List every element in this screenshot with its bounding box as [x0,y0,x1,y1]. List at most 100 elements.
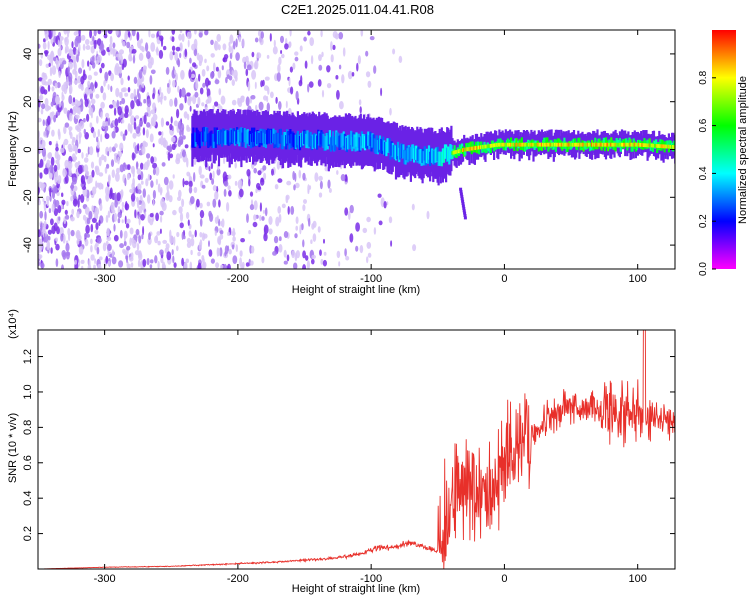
spectral-noise-point [213,62,216,72]
spectral-noise-point [330,41,333,51]
spectral-noise-point [319,180,323,190]
spectral-noise-point [349,204,354,214]
snr-line-chart [37,329,676,570]
spectral-noise-point [161,264,167,269]
spectral-noise-point [49,66,53,77]
spectral-noise-point [160,92,164,100]
spectral-noise-point [95,180,98,189]
spectral-noise-point [74,259,77,265]
spectral-noise-point [131,152,135,161]
spectral-noise-point [115,87,120,98]
spectral-noise-point [51,225,56,235]
spectral-noise-point [348,211,351,220]
spectral-noise-point [136,242,140,251]
spectral-noise-point [202,82,206,88]
spectral-noise-point [299,45,303,52]
spectral-noise-point [71,41,74,49]
spectral-noise-point [132,168,135,179]
colorbar-label: Normalized spectral amplitude [737,76,749,224]
spectral-noise-point [210,71,215,80]
spectral-noise-point [58,216,61,221]
spectral-noise-point [289,66,293,73]
spectral-noise-point [167,151,171,161]
spectral-noise-point [126,218,131,224]
spectral-noise-point [336,170,339,175]
spectral-noise-point [90,238,93,245]
spectral-noise-point [232,255,238,264]
spectral-noise-point [85,170,90,177]
spectral-noise-point [254,59,259,70]
spectral-noise-point [48,62,51,67]
spectral-noise-point [115,167,120,174]
spectral-noise-point [176,108,180,119]
spectral-noise-point [311,258,315,265]
spectral-noise-point [80,194,85,203]
spectral-noise-point [64,37,68,43]
spectral-noise-point [150,33,156,39]
ridge-mid [230,129,233,145]
spectral-noise-point [81,59,85,69]
spectral-noise-point [179,52,182,59]
spectral-noise-point [88,65,92,71]
spectral-noise-point [220,264,224,269]
snr-x-axis-label: Height of straight line (km) [292,583,420,595]
spectral-noise-point [89,122,93,129]
spectral-noise-point [87,80,91,89]
spectral-noise-point [189,196,195,205]
snr-y-multiplier: (x10⁴) [7,309,19,339]
spectral-noise-point [125,201,128,211]
spectral-noise-point [239,257,243,267]
spectral-noise-point [283,249,287,258]
spectral-noise-point [378,220,383,226]
spectral-noise-point [332,44,336,51]
spectral-noise-point [259,214,262,222]
spectral-noise-point [131,48,137,54]
spectral-noise-point [107,117,111,126]
colorbar-gradient [712,30,736,269]
spectral-noise-point [163,176,169,186]
spectral-noise-point [47,235,51,241]
spectral-noise-point [183,111,188,119]
spectral-noise-point [300,75,303,84]
spectral-noise-point [42,197,45,202]
ridge-core [551,142,554,147]
spectral-noise-point [302,239,305,248]
spectral-noise-point [188,186,193,194]
spectral-noise-point [248,230,252,235]
colorbar-tick-label: 0.0 [698,262,709,276]
spectral-noise-point [149,133,154,143]
spectral-noise-point [312,233,317,242]
spectral-noise-point [56,191,60,197]
spectral-noise-point [107,243,112,251]
spectral-noise-point [56,82,61,89]
spectral-noise-point [426,210,430,220]
spectral-noise-point [60,233,64,242]
spectral-noise-point [94,81,98,89]
spectral-noise-point [137,259,141,268]
spectral-noise-point [181,33,185,43]
spectral-noise-point [237,179,243,190]
spectral-noise-point [133,88,137,97]
spectral-noise-point [117,156,120,165]
spectral-noise-point [82,43,86,51]
spectral-noise-point [148,30,151,38]
spectral-noise-point [179,103,184,111]
spectral-noise-point [261,216,265,221]
spectral-noise-point [159,228,162,234]
spectral-noise-point [68,48,73,57]
spectral-noise-point [188,173,191,181]
spectral-noise-point [103,155,107,163]
spectral-noise-point [121,206,124,213]
spectral-noise-point [38,130,41,139]
spectral-noise-point [275,96,278,104]
ridge-branch [463,214,467,217]
spectral-noise-point [173,120,178,127]
spectral-noise-point [323,251,327,256]
spectral-noise-point [250,260,254,266]
spectral-noise-point [355,245,359,252]
spectral-noise-point [109,35,113,46]
ridge-mid [328,130,331,145]
spectral-noise-point [113,234,119,242]
spectrogram-x-axis-label: Height of straight line (km) [292,284,420,296]
spectral-noise-point [120,77,124,86]
